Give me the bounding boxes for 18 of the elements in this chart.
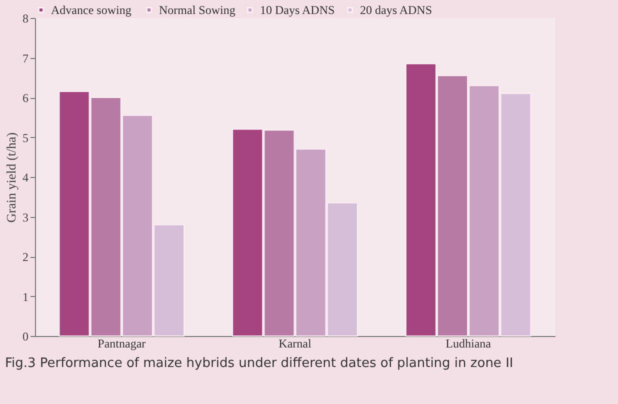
y-tick-label: 1	[22, 290, 28, 304]
y-axis-title: Grain yield (t/ha)	[4, 132, 18, 223]
x-tick-label: Ludhiana	[446, 336, 492, 350]
legend-label: 20 days ADNS	[360, 3, 432, 17]
legend-label: Advance sowing	[51, 3, 132, 17]
y-tick-label: 8	[22, 12, 28, 26]
legend-label: Normal Sowing	[159, 3, 236, 17]
y-tick-label: 7	[22, 51, 28, 66]
x-tick-label: Karnal	[278, 336, 312, 350]
y-tick-label: 6	[22, 91, 28, 105]
x-tick-label: Pantnagar	[98, 336, 146, 350]
text: Fig.3 Performance of maize hybrids under different dates of planting in zone II	[5, 356, 514, 371]
y-tick-label: 5	[22, 130, 28, 145]
legend-label: 10 Days ADNS	[260, 3, 335, 17]
y-tick-label: 3	[22, 210, 28, 224]
y-tick-label: 0	[22, 330, 28, 344]
y-tick-label: 2	[22, 250, 28, 264]
y-tick-label: 4	[22, 170, 28, 184]
